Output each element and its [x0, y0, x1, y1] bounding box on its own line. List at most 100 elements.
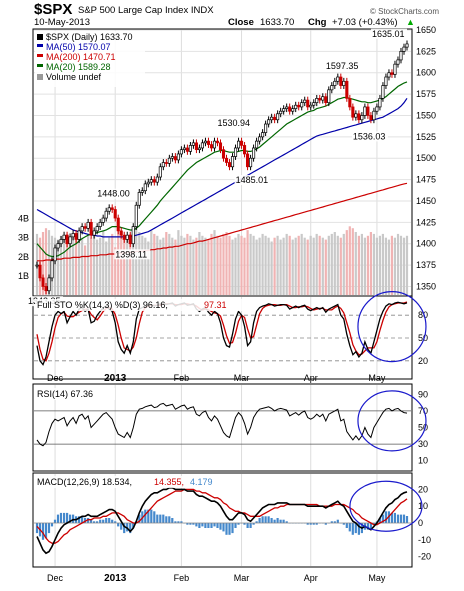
macd-hist-bar-17: [87, 518, 90, 523]
volume-bar-62: [222, 233, 225, 295]
volume-bar-37: [147, 241, 150, 295]
macd-hist-bar-70: [246, 523, 249, 528]
price-bar-17: [86, 218, 90, 232]
volume-bar-102: [342, 233, 345, 295]
price-bar-body-116: [384, 76, 388, 86]
price-bar-123: [405, 40, 409, 51]
macd-hist-bar-60: [216, 523, 219, 528]
price-bar-120: [396, 56, 400, 68]
price-annotation-bg-4: [216, 117, 253, 128]
price-bar-body-78: [270, 116, 274, 121]
price-bar-body-66: [233, 147, 238, 157]
macd-hist-bar-11: [69, 514, 72, 523]
volume-bar-93: [315, 233, 318, 295]
macd-hist-bar-64: [228, 523, 231, 535]
macd-hist-bar-82: [282, 519, 285, 524]
price-bar-112: [372, 107, 376, 124]
macd-hist-bar-67: [237, 523, 240, 525]
price-bar-body-26: [113, 209, 117, 219]
volume-bar-81: [279, 239, 282, 295]
price-bar-body-53: [194, 142, 198, 151]
price-bar-body-1: [38, 264, 42, 279]
price-bar-77: [267, 116, 271, 128]
volume-bar-67: [237, 233, 240, 295]
price-bar-body-113: [375, 106, 379, 112]
macd-hist-bar-37: [147, 509, 150, 523]
price-bar-body-60: [215, 140, 220, 144]
price-bar-79: [273, 113, 277, 124]
macd-hist-bar-20: [96, 521, 99, 523]
price-bar-30: [125, 231, 129, 243]
price-bar-body-2: [41, 277, 45, 287]
macd-hist-bar-99: [333, 521, 336, 523]
price-bar-78: [270, 113, 274, 124]
price-bar-84: [288, 103, 292, 115]
volume-bar-88: [300, 233, 303, 295]
macd-hist-bar-4: [47, 523, 51, 534]
volume-bar-59: [213, 230, 216, 295]
volume-layer: [35, 222, 409, 295]
price-bar-body-11: [68, 236, 72, 245]
macd-hist-bar-58: [210, 523, 213, 528]
volume-bar-31: [129, 233, 132, 295]
price-bar-66: [233, 144, 238, 160]
price-bar-95: [321, 93, 325, 104]
header-date: 10-May-2013: [34, 17, 90, 28]
volume-bar-116: [384, 237, 387, 295]
volume-bar-94: [318, 235, 321, 295]
price-bar-82: [282, 105, 286, 115]
macd-hist-bar-8: [59, 512, 63, 523]
volume-bar-123: [405, 235, 409, 295]
price-bar-body-36: [143, 183, 147, 192]
price-bar-68: [240, 137, 244, 149]
volume-bar-75: [261, 233, 264, 295]
sto-legend: Full STO %K(14,3) %D(3) 96.16, 97.31: [35, 299, 255, 311]
volume-bar-38: [150, 230, 153, 295]
price-bar-body-59: [212, 140, 217, 149]
volume-bar-42: [162, 237, 165, 295]
price-bar-81: [279, 107, 283, 118]
price-bar-body-109: [363, 106, 367, 116]
sto-legend-text: Full STO %K(14,3) %D(3) 96.16,: [37, 300, 168, 310]
price-bar-body-20: [95, 226, 99, 232]
macd-hist-bar-18: [90, 519, 93, 524]
volume-bar-30: [126, 239, 129, 295]
macd-hist-bar-112: [372, 523, 375, 525]
price-bar-38: [149, 176, 153, 186]
macd-hist-bar-27: [117, 523, 120, 527]
price-bar-body-81: [279, 110, 283, 115]
macd-hist-bar-83: [285, 521, 288, 523]
macd-legend-text: MACD(12,26,9) 18.534,: [37, 477, 132, 487]
price-bar-body-84: [288, 106, 292, 112]
volume-bar-115: [381, 233, 384, 295]
macd-hist-bar-115: [381, 514, 384, 523]
price-bar-98: [330, 82, 334, 94]
macd-hist-bar-81: [279, 519, 282, 524]
macd-hist-bar-105: [351, 523, 354, 535]
macd-hist-bar-80: [276, 518, 279, 523]
price-annotation-2: 1448.00: [97, 189, 130, 199]
volume-bar-50: [186, 233, 189, 295]
price-bar-body-55: [200, 142, 204, 149]
volume-bar-78: [270, 241, 273, 295]
price-bar-body-97: [327, 89, 331, 104]
price-bar-body-15: [80, 226, 84, 232]
price-bar-11: [68, 233, 72, 248]
price-bar-body-18: [89, 221, 93, 236]
rsi-legend: RSI(14) 67.36: [35, 388, 115, 400]
x-axis-label-a-3: Mar: [234, 373, 250, 383]
macd-line: [36, 486, 408, 555]
price-bar-65: [230, 153, 235, 171]
price-tick-label-9: 1575: [416, 89, 436, 99]
price-bar-body-86: [294, 104, 298, 109]
volume-bar-7: [56, 239, 60, 295]
macd-hist-bar-63: [225, 523, 228, 535]
macd-hist-bar-2: [41, 523, 45, 540]
price-bar-108: [360, 112, 364, 124]
price-bar-70: [246, 150, 250, 171]
price-bar-body-89: [303, 99, 307, 104]
volume-bar-111: [369, 232, 372, 295]
price-bar-body-68: [240, 140, 244, 146]
price-bar-body-102: [342, 80, 346, 86]
macd-hist-bar-29: [123, 523, 126, 534]
